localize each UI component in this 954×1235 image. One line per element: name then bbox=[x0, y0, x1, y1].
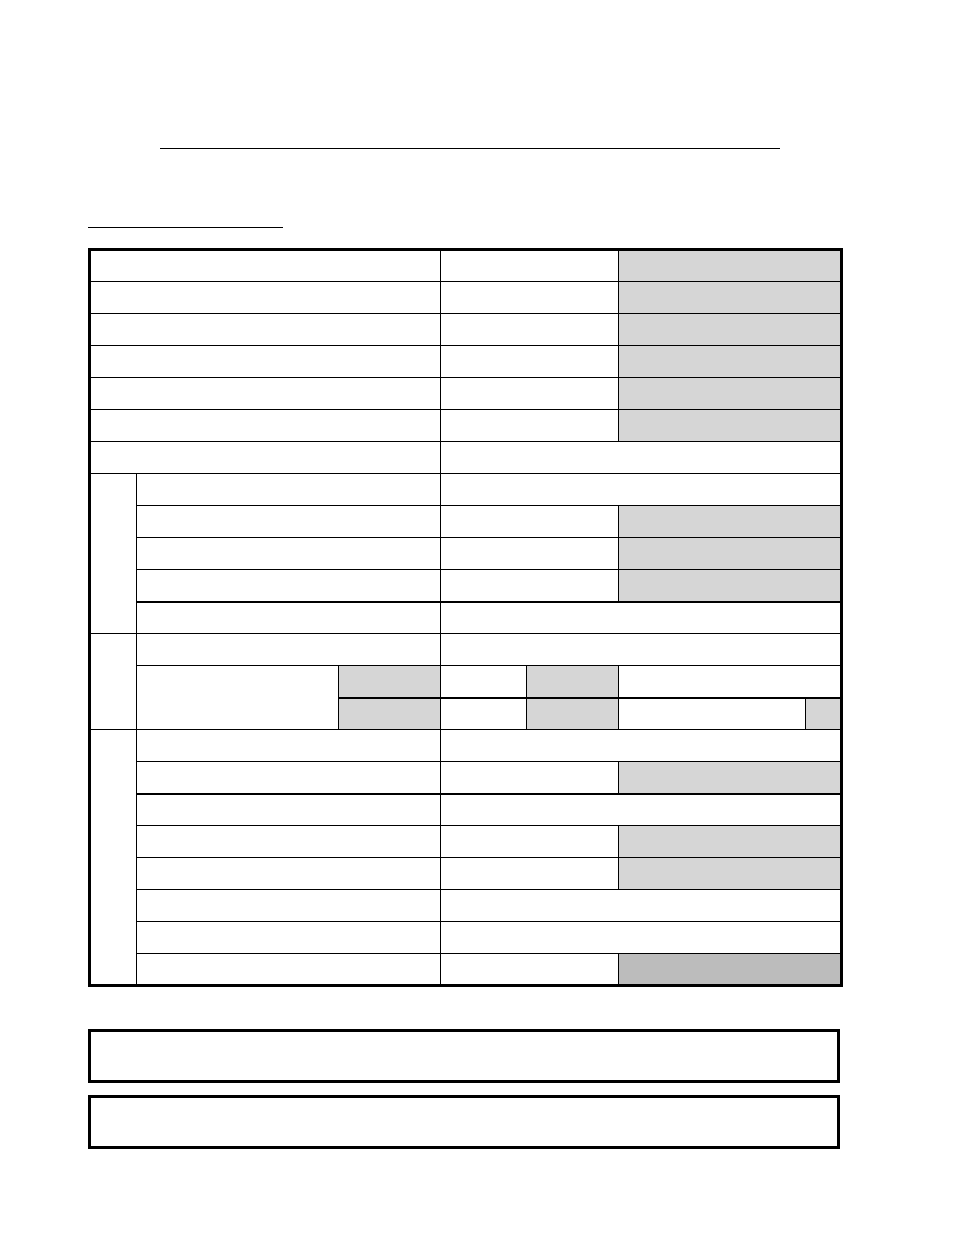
form-table-body bbox=[90, 250, 842, 986]
table-row bbox=[90, 826, 842, 858]
cell bbox=[441, 346, 619, 378]
cell bbox=[137, 890, 441, 922]
cell bbox=[137, 506, 441, 538]
cell bbox=[441, 858, 619, 890]
section-sidebar bbox=[90, 474, 137, 634]
table-row bbox=[90, 922, 842, 954]
cell bbox=[619, 250, 842, 282]
table-row bbox=[90, 954, 842, 986]
table-row bbox=[90, 474, 842, 506]
cell bbox=[441, 474, 842, 506]
cell bbox=[137, 826, 441, 858]
cell bbox=[137, 538, 441, 570]
cell bbox=[137, 954, 441, 986]
cell bbox=[619, 282, 842, 314]
cell bbox=[619, 954, 842, 986]
table-row bbox=[90, 346, 842, 378]
cell bbox=[527, 698, 619, 730]
cell bbox=[619, 858, 842, 890]
footer-box-2 bbox=[88, 1095, 840, 1149]
table-row bbox=[90, 666, 842, 698]
cell bbox=[441, 666, 527, 698]
cell bbox=[137, 634, 441, 666]
cell bbox=[90, 378, 441, 410]
cell bbox=[137, 922, 441, 954]
cell bbox=[90, 346, 441, 378]
cell bbox=[619, 666, 842, 698]
cell bbox=[619, 314, 842, 346]
cell bbox=[441, 954, 619, 986]
cell bbox=[137, 858, 441, 890]
cell bbox=[806, 698, 842, 730]
cell bbox=[527, 666, 619, 698]
cell bbox=[137, 474, 441, 506]
table-row bbox=[90, 506, 842, 538]
table-row bbox=[90, 538, 842, 570]
cell bbox=[441, 250, 619, 282]
section-sidebar bbox=[90, 730, 137, 986]
table-row bbox=[90, 570, 842, 602]
cell bbox=[137, 570, 441, 602]
table-row bbox=[90, 762, 842, 794]
cell bbox=[137, 794, 441, 826]
cell bbox=[441, 890, 842, 922]
cell bbox=[90, 314, 441, 346]
table-row bbox=[90, 410, 842, 442]
cell bbox=[441, 570, 619, 602]
cell bbox=[619, 410, 842, 442]
cell bbox=[90, 442, 441, 474]
cell bbox=[441, 698, 527, 730]
cell bbox=[441, 602, 842, 634]
cell bbox=[90, 250, 441, 282]
cell bbox=[137, 602, 441, 634]
cell bbox=[441, 410, 619, 442]
cell bbox=[441, 282, 619, 314]
cell bbox=[441, 730, 842, 762]
table-row bbox=[90, 858, 842, 890]
subtitle-underline bbox=[88, 227, 283, 228]
cell bbox=[441, 314, 619, 346]
cell bbox=[619, 570, 842, 602]
cell bbox=[441, 442, 842, 474]
cell bbox=[441, 634, 842, 666]
cell bbox=[137, 730, 441, 762]
cell bbox=[441, 826, 619, 858]
cell bbox=[441, 378, 619, 410]
table-row bbox=[90, 442, 842, 474]
cell bbox=[619, 826, 842, 858]
footer-box-1 bbox=[88, 1029, 840, 1083]
cell bbox=[441, 762, 619, 794]
cell bbox=[441, 794, 842, 826]
cell bbox=[339, 666, 441, 698]
cell bbox=[339, 698, 441, 730]
table-row bbox=[90, 378, 842, 410]
cell bbox=[137, 666, 339, 730]
cell bbox=[441, 538, 619, 570]
cell bbox=[619, 698, 806, 730]
table-row bbox=[90, 730, 842, 762]
table-row bbox=[90, 250, 842, 282]
table-row bbox=[90, 602, 842, 634]
section-sidebar bbox=[90, 634, 137, 730]
cell bbox=[619, 346, 842, 378]
cell bbox=[90, 282, 441, 314]
page bbox=[0, 0, 954, 1235]
cell bbox=[619, 762, 842, 794]
form-table bbox=[88, 248, 843, 987]
cell bbox=[619, 378, 842, 410]
cell bbox=[90, 410, 441, 442]
cell bbox=[619, 506, 842, 538]
table-row bbox=[90, 634, 842, 666]
cell bbox=[137, 762, 441, 794]
cell bbox=[441, 506, 619, 538]
table-row bbox=[90, 890, 842, 922]
table-row bbox=[90, 314, 842, 346]
table-row bbox=[90, 282, 842, 314]
cell bbox=[619, 538, 842, 570]
table-row bbox=[90, 794, 842, 826]
cell bbox=[441, 922, 842, 954]
title-underline bbox=[160, 148, 780, 149]
